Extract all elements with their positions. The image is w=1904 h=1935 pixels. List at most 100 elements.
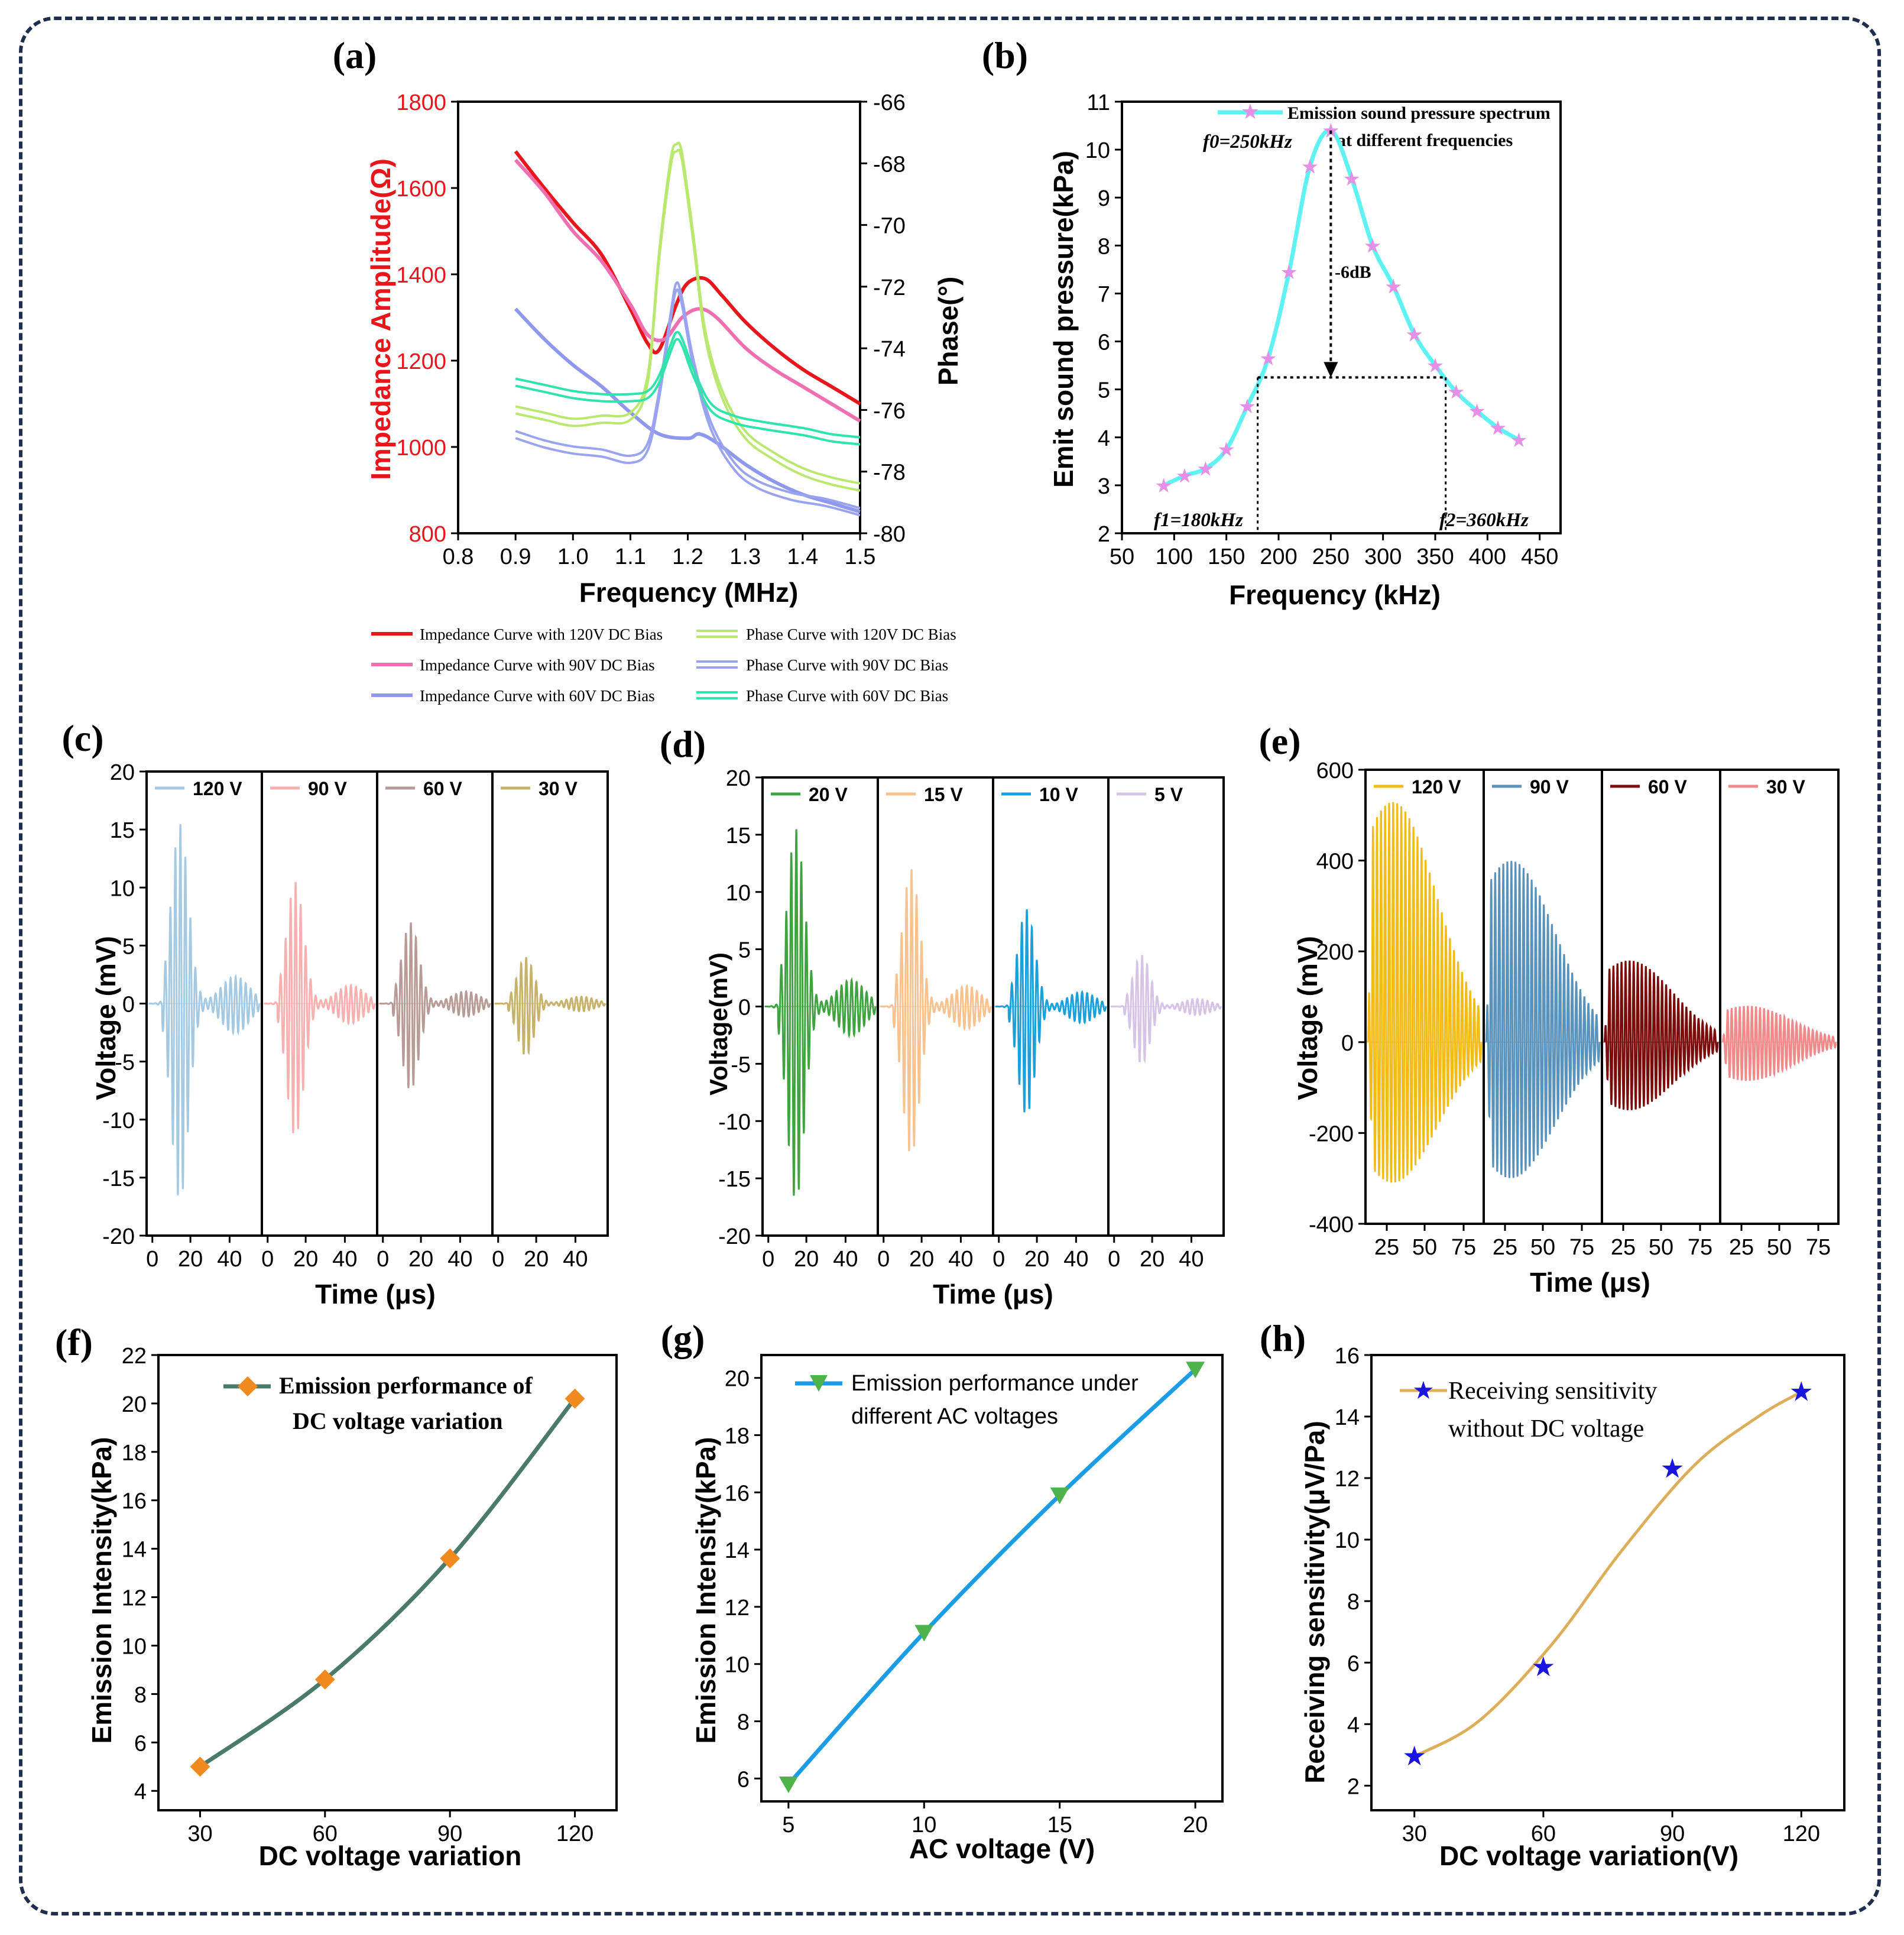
panel-h-plot-frame	[1370, 1354, 1845, 1811]
panel-f-x-label-1: 60	[313, 1821, 338, 1846]
panel-b-y-label-7: 9	[1098, 186, 1110, 211]
panel-c-xlabel-0-1: 20	[178, 1247, 203, 1272]
panel-b-point-12: ★	[1405, 323, 1423, 346]
panel-b-plot-frame	[1121, 101, 1562, 534]
panel-f-y-label-2: 8	[134, 1683, 147, 1707]
panel-c-xlabel-2-0: 0	[377, 1247, 389, 1272]
figure-frame	[19, 17, 1881, 1915]
legend-star-b: ★	[1241, 100, 1260, 124]
panel-e-y-label-1: -200	[1309, 1122, 1354, 1146]
panel-h-x-label-1: 60	[1531, 1821, 1556, 1846]
panel-h-xlabel: DC voltage variation(V)	[1439, 1840, 1738, 1871]
panel-f-x-label-2: 90	[437, 1821, 462, 1846]
panel-b-point-14: ★	[1447, 381, 1465, 404]
legend-marker-f	[238, 1376, 258, 1396]
panel-d-waveform-3	[1111, 955, 1222, 1064]
panel-e-xlabel-2-2: 75	[1688, 1235, 1712, 1260]
panel-d-y-label-4: 0	[738, 996, 751, 1020]
panel-c-y-label-8: 20	[110, 760, 135, 785]
panel-c-waveform-1	[264, 881, 376, 1133]
panel-f-y-label-6: 16	[122, 1489, 147, 1514]
panel-h-point-0: ★	[1402, 1740, 1426, 1771]
panel-c-y-label-4: 0	[122, 993, 135, 1017]
legend-h-line2: without DC voltage	[1448, 1415, 1644, 1443]
panel-a-yr-label-6: -68	[873, 152, 906, 177]
panel-b-x-label-5: 300	[1364, 544, 1402, 569]
annot-6db: -6dB	[1335, 262, 1371, 282]
panel-h-y-label-4: 10	[1335, 1528, 1360, 1553]
panel-e-waveform-2	[1603, 960, 1719, 1110]
panel-a-yr-label-2: -76	[873, 398, 906, 423]
legend-ph120: Phase Curve with 120V DC Bias	[746, 625, 956, 643]
panel-g-y-label-2: 10	[725, 1653, 750, 1678]
legend-ph60: Phase Curve with 60V DC Bias	[746, 687, 948, 705]
panel-b-series-line	[1163, 128, 1520, 488]
panel-c-xlabel-0-0: 0	[146, 1247, 158, 1272]
panel-h-legend: ★ Receiving sensitivity without DC volta…	[1400, 1377, 1657, 1443]
panel-b-x-label-7: 400	[1469, 544, 1506, 569]
panel-e-xlabel-1-0: 25	[1493, 1235, 1517, 1260]
panel-g-plot-frame	[760, 1354, 1224, 1803]
panel-b-y-label-2: 4	[1098, 426, 1110, 451]
panel-b-point-13: ★	[1426, 355, 1444, 377]
panel-b-y-label-4: 6	[1098, 330, 1110, 355]
panel-d-waveform-0	[765, 829, 877, 1196]
panel-g-y-label-4: 14	[725, 1538, 750, 1563]
panel-b-y-label-9: 11	[1087, 90, 1110, 115]
panel-a-label: (a)	[333, 34, 377, 76]
panel-d-xlabel-2-1: 20	[1024, 1247, 1049, 1272]
panel-c-y-label-6: 10	[110, 876, 135, 901]
panel-h-y-label-3: 8	[1347, 1590, 1360, 1615]
panel-b-ylabel: Emit sound pressure(kPa)	[1048, 151, 1079, 488]
panel-b-point-6: ★	[1280, 261, 1298, 284]
panel-e-legend-3: 30 V	[1766, 776, 1805, 798]
panel-d-y-label-5: 5	[738, 938, 751, 963]
panel-h-y-label-5: 12	[1335, 1467, 1360, 1492]
panel-d-waveform-1	[880, 869, 992, 1152]
panel-c-y-label-1: -15	[102, 1166, 135, 1191]
panel-b-y-label-6: 8	[1098, 234, 1110, 259]
panel-g-point-1	[914, 1625, 934, 1642]
panel-c-y-label-7: 15	[110, 818, 135, 843]
panel-e-y-label-5: 600	[1316, 759, 1354, 783]
panel-d-waveform-2	[995, 909, 1107, 1113]
panel-c-xlabel-2-1: 20	[408, 1247, 433, 1272]
panel-a-yr-label-0: -80	[873, 522, 906, 547]
panel-a-series-4-lower	[515, 288, 861, 517]
panel-e-waveform-3	[1721, 1006, 1837, 1081]
panel-g-ylabel: Emission Intensity(kPa)	[690, 1437, 721, 1744]
panel-f-y-label-5: 14	[122, 1538, 147, 1563]
panel-g-y-label-5: 16	[725, 1481, 750, 1506]
panel-g-y-label-0: 6	[737, 1767, 750, 1792]
annot-f0: f0=250kHz	[1203, 131, 1292, 153]
panel-f-plot-frame	[157, 1354, 618, 1811]
panel-d-xlabel-3-0: 0	[1108, 1247, 1120, 1272]
panel-a-yl-label-4: 1600	[396, 177, 446, 202]
panel-f-ylabel: Emission Intensity(kPa)	[86, 1437, 117, 1744]
panel-b-point-10: ★	[1364, 235, 1381, 257]
panel-f-y-label-4: 12	[122, 1586, 147, 1611]
panel-e-y-label-2: 0	[1341, 1031, 1354, 1056]
panel-e-y-label-4: 400	[1316, 850, 1354, 874]
panel-a-x-label-2: 1.0	[557, 544, 589, 569]
panel-f-y-label-8: 20	[122, 1392, 147, 1417]
panel-e-xlabel-0-0: 25	[1374, 1235, 1399, 1260]
panel-g-x-label-2: 15	[1047, 1813, 1072, 1837]
panel-a-x-label-3: 1.1	[615, 544, 646, 569]
panel-d-y-label-7: 15	[726, 824, 751, 848]
panel-b-y-label-3: 5	[1098, 378, 1110, 403]
panel-a-yl-label-0: 800	[409, 522, 446, 547]
legend-g-line1: Emission performance under	[851, 1371, 1138, 1396]
panel-h-x-label-2: 90	[1660, 1821, 1685, 1846]
panel-b-label: (b)	[982, 34, 1028, 76]
panel-d-xlabel: Time (μs)	[933, 1279, 1053, 1310]
panel-c-xlabel-0-2: 40	[217, 1247, 242, 1272]
panel-e-ylabel: Voltage (mV)	[1292, 936, 1323, 1100]
panel-d-xlabel-3-1: 20	[1140, 1247, 1165, 1272]
panel-f-legend: Emission performance of DC voltage varia…	[223, 1372, 533, 1434]
panel-b-x-label-4: 250	[1312, 544, 1350, 569]
legend-f-line1: Emission performance of	[279, 1372, 533, 1399]
panel-a-x-label-1: 0.9	[500, 544, 531, 569]
panel-f-y-label-9: 22	[122, 1344, 147, 1369]
panel-f-xlabel: DC voltage variation	[259, 1840, 522, 1871]
